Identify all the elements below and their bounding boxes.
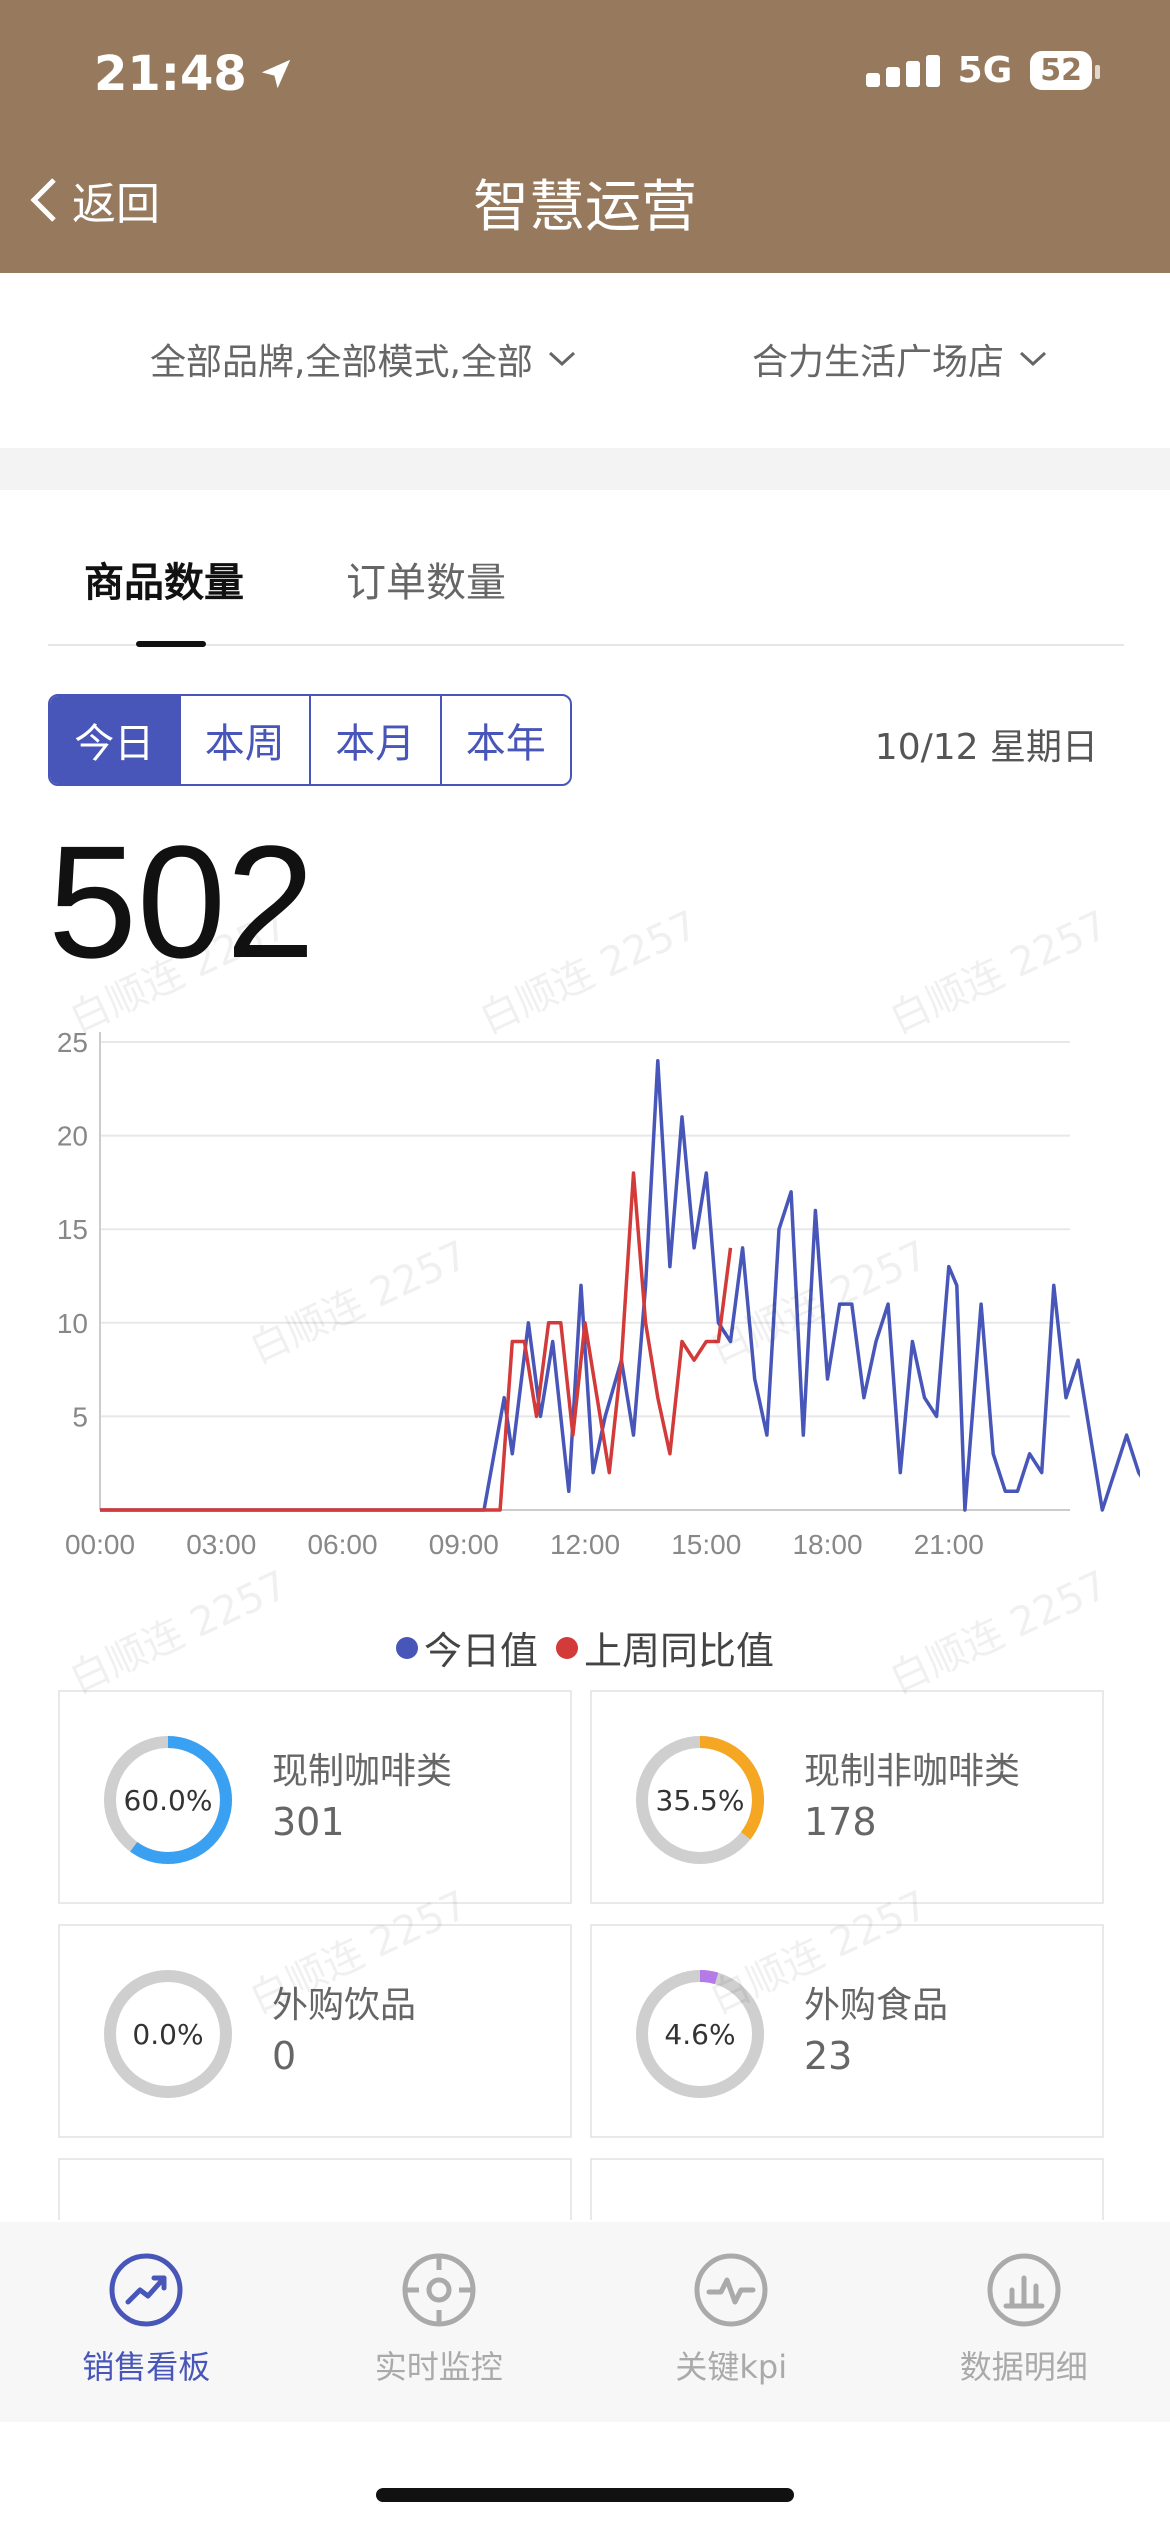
line-chart-svg: 25 20 15 10 5 00:00 03:00 06:00 09:00 12:00 15:00 1… — [57, 1027, 1170, 1560]
period-year-button[interactable]: 本年 — [465, 721, 546, 767]
store-filter[interactable]: 合力生活广场店 — [752, 333, 1048, 385]
ring-track — [104, 1970, 232, 2098]
crosshair-icon — [402, 2253, 476, 2327]
progress-ring-icon — [636, 1970, 764, 2098]
brand-mode-filter[interactable]: 全部品牌,全部模式,全部 — [150, 333, 577, 385]
legend-today[interactable]: 今日值 — [395, 1620, 538, 1675]
x-tick-label: 03:00 — [186, 1529, 256, 1560]
category-card[interactable]: 0.0% 外购饮品 0 — [58, 1924, 572, 2138]
period-week-button[interactable]: 本周 — [181, 696, 311, 784]
tab-order-count[interactable]: 订单数量 — [346, 560, 506, 606]
nav-label: 关键kpi — [675, 2348, 788, 2386]
ring-progress — [636, 1970, 764, 2098]
series-line-today — [100, 1058, 1170, 1512]
ring-progress — [104, 1736, 232, 1864]
category-percent: 0.0% — [132, 2017, 204, 2051]
category-card[interactable]: 35.5% 现制非咖啡类 178 — [590, 1690, 1104, 1904]
x-tick-label: 18:00 — [792, 1529, 862, 1560]
nav-label: 销售看板 — [82, 2348, 211, 2386]
pulse-icon — [694, 2253, 768, 2327]
date-label: 10/12 星期日 — [874, 727, 1098, 768]
chevron-left-icon — [30, 178, 56, 222]
y-tick-label: 10 — [57, 1308, 88, 1339]
period-month-button[interactable]: 本月 — [311, 696, 442, 784]
brand-mode-filter-label: 全部品牌,全部模式,全部 — [150, 342, 533, 383]
period-today-button[interactable]: 今日 — [50, 696, 181, 784]
progress-ring-icon — [104, 1970, 232, 2098]
x-tick-label: 21:00 — [914, 1529, 984, 1560]
nav-data-detail[interactable]: 数据明细 — [878, 2222, 1170, 2422]
legend-last-week-label: 上周同比值 — [584, 1629, 775, 1673]
status-time: 21:48 — [94, 46, 295, 102]
nav-label: 实时监控 — [374, 2348, 503, 2386]
trend-icon — [109, 2253, 183, 2327]
progress-ring-icon — [636, 1736, 764, 1864]
category-name: 外购食品 — [804, 1985, 949, 2026]
category-name: 现制咖啡类 — [272, 1751, 453, 1792]
filter-bar: 全部品牌,全部模式,全部 合力生活广场店 — [0, 273, 1170, 448]
battery-icon: 52 — [1030, 51, 1100, 90]
y-tick-label: 25 — [57, 1027, 88, 1058]
category-percent: 60.0% — [123, 1783, 213, 1817]
section-divider — [0, 448, 1170, 490]
metrics-card: 商品数量 订单数量 今日 本周 本月 本年 10/12 星期日 502 25 20… — [0, 490, 1170, 2220]
nav-key-kpi[interactable]: 关键kpi — [585, 2222, 878, 2422]
line-chart: 25 20 15 10 5 00:00 03:00 06:00 09:00 12:00 15:00 1… — [30, 1010, 1170, 1570]
category-name: 现制非咖啡类 — [804, 1751, 1021, 1792]
category-value: 301 — [272, 1800, 345, 1844]
legend-today-label: 今日值 — [423, 1629, 538, 1673]
back-label: 返回 — [72, 179, 160, 230]
legend-today-dot — [395, 1636, 418, 1659]
x-tick-label: 09:00 — [429, 1529, 499, 1560]
category-percent: 4.6% — [664, 2017, 736, 2051]
chevron-down-icon — [548, 351, 575, 367]
nav-realtime-monitor[interactable]: 实时监控 — [293, 2222, 586, 2422]
active-tab-indicator — [136, 641, 206, 647]
store-filter-label: 合力生活广场店 — [752, 342, 1005, 383]
category-card-partial[interactable] — [590, 2158, 1104, 2220]
category-value: 23 — [804, 2034, 853, 2078]
network-label: 5G — [957, 50, 1013, 91]
progress-ring-icon — [104, 1736, 232, 1864]
y-tick-label: 5 — [72, 1401, 88, 1432]
category-percent: 35.5% — [655, 1783, 745, 1817]
x-tick-label: 15:00 — [671, 1529, 741, 1560]
nav-label: 数据明细 — [959, 2348, 1088, 2386]
total-value: 502 — [48, 812, 315, 991]
x-tick-label: 12:00 — [550, 1529, 620, 1560]
status-indicators: 5G 52 — [865, 50, 1100, 91]
chevron-down-icon — [1020, 351, 1047, 367]
x-tick-label: 00:00 — [65, 1529, 135, 1560]
legend-last-week-dot — [556, 1636, 578, 1659]
x-tick-label: 06:00 — [307, 1529, 377, 1560]
tab-product-count[interactable]: 商品数量 — [84, 560, 244, 606]
signal-icon — [865, 54, 940, 87]
y-tick-label: 15 — [57, 1214, 88, 1245]
category-value: 0 — [272, 2034, 297, 2078]
page-title: 智慧运营 — [473, 175, 697, 240]
y-tick-label: 20 — [57, 1121, 88, 1152]
category-card-partial[interactable] — [58, 2158, 572, 2220]
metric-tabs: 商品数量 订单数量 — [48, 550, 1124, 647]
bar-chart-icon — [987, 2253, 1061, 2327]
period-selector: 今日 本周 本月 本年 — [48, 694, 572, 786]
category-card[interactable]: 4.6% 外购食品 23 — [590, 1924, 1104, 2138]
chart-legend: 今日值 上周同比值 — [0, 1620, 1170, 1675]
battery-level: 52 — [1040, 53, 1082, 88]
series-line-last-week — [100, 1171, 733, 1512]
category-card[interactable]: 60.0% 现制咖啡类 301 — [58, 1690, 572, 1904]
ring-progress — [636, 1736, 764, 1864]
location-arrow-icon — [261, 59, 291, 89]
legend-last-week[interactable]: 上周同比值 — [556, 1620, 774, 1675]
back-button[interactable]: 返回 — [26, 168, 160, 232]
category-name: 外购饮品 — [272, 1985, 417, 2026]
clock-text: 21:48 — [94, 46, 247, 102]
nav-sales-dashboard[interactable]: 销售看板 — [0, 2222, 293, 2422]
home-indicator — [376, 2488, 794, 2502]
bottom-tab-bar: 销售看板 实时监控 关键kpi 数据明细 — [0, 2222, 1170, 2422]
category-value: 178 — [804, 1800, 877, 1844]
app-header: 21:48 5G 52 返回 智慧运营 — [0, 0, 1170, 273]
